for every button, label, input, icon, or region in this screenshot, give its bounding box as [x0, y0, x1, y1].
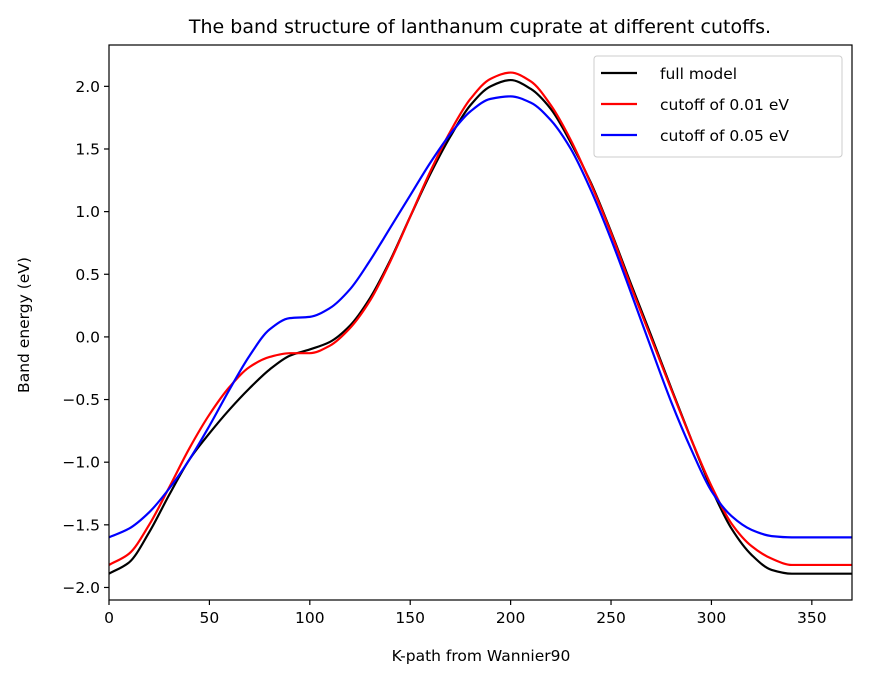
- legend: full model cutoff of 0.01 eV cutoff of 0.0…: [593, 55, 843, 158]
- series-line-3: [109, 95, 852, 539]
- legend-box: [593, 55, 843, 158]
- x-tick-label: 0: [104, 609, 114, 627]
- y-tick-label: −1.5: [62, 516, 100, 534]
- y-tick-label: 0.5: [75, 266, 100, 284]
- x-tick-label: 350: [797, 609, 827, 627]
- chart-title: The band structure of lanthanum cuprate …: [188, 16, 771, 38]
- x-tick-label: 250: [596, 609, 626, 627]
- plot-frame: [108, 44, 853, 601]
- legend-label-2: cutoff of 0.01 eV: [660, 96, 789, 114]
- y-tick-label: 0.0: [75, 328, 100, 346]
- plot-area: 0 50 100 150 200 250 300 350 −2.0 −1.5 −1.0 −0.5 0.0…: [62, 44, 853, 627]
- y-tick-label: 2.0: [75, 78, 100, 96]
- legend-label-3: cutoff of 0.05 eV: [660, 127, 789, 145]
- y-tick-label: 1.5: [75, 140, 100, 158]
- x-tick-label: 50: [200, 609, 220, 627]
- x-tick-label: 150: [395, 609, 425, 627]
- series-lines: [109, 71, 852, 575]
- x-tick-label: 100: [295, 609, 325, 627]
- x-tick-label: 200: [496, 609, 526, 627]
- y-tick-label: −2.0: [62, 579, 100, 597]
- x-tick-label: 300: [697, 609, 727, 627]
- y-tick-label: 1.0: [75, 203, 100, 221]
- y-tick-label: −1.0: [62, 454, 100, 472]
- x-axis-label: K-path from Wannier90: [392, 647, 571, 665]
- y-tick-label: −0.5: [62, 391, 100, 409]
- series-line-2: [109, 71, 852, 567]
- y-axis-label: Band energy (eV): [15, 257, 33, 393]
- legend-label-1: full model: [660, 65, 737, 83]
